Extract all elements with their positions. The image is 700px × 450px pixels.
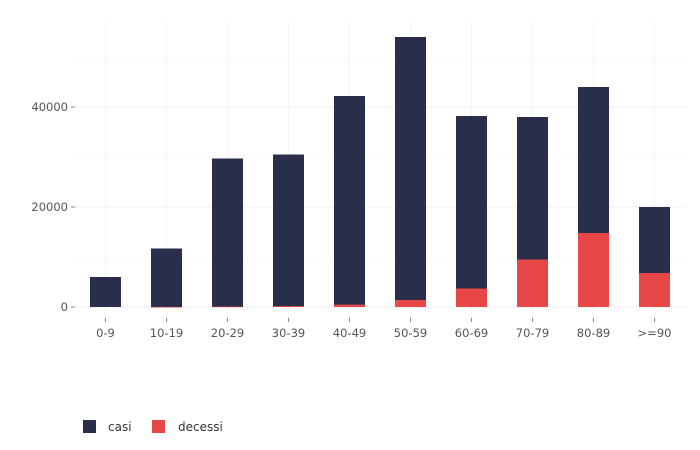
bar-decessi-60-69 [456, 288, 487, 307]
y-tick-label: 40000 [31, 100, 68, 114]
x-tick-label: 20-29 [211, 326, 244, 340]
bar-decessi-20-29 [212, 306, 243, 308]
legend-swatch-casi [83, 420, 96, 433]
x-tick-label: 10-19 [150, 326, 183, 340]
bar-decessi-10-19 [151, 306, 182, 308]
y-tick-label: 0 [61, 300, 68, 314]
y-axis: 0 20000 40000 [31, 100, 75, 314]
x-tick-label: 70-79 [516, 326, 549, 340]
legend-label-casi: casi [108, 420, 132, 434]
legend-swatch-decessi [152, 420, 165, 433]
x-axis: 0-9 10-19 20-29 30-39 40-49 50-59 60-69 70-79 80… [96, 318, 671, 340]
bar-casi-60-69 [456, 116, 487, 307]
bar-decessi-30-39 [273, 306, 304, 307]
bar-decessi-80-89 [578, 233, 609, 307]
x-tick-label: 50-59 [394, 326, 427, 340]
bar-casi-30-39 [273, 154, 304, 307]
y-tick-label: 20000 [31, 200, 68, 214]
bars [90, 37, 670, 308]
bar-casi-50-59 [395, 37, 426, 307]
bar-casi-20-29 [212, 158, 243, 307]
legend-label-decessi: decessi [178, 420, 223, 434]
bar-decessi-70-79 [517, 259, 548, 307]
x-tick-label: 30-39 [272, 326, 305, 340]
bar-casi-10-19 [151, 248, 182, 307]
bar-decessi->=90 [639, 273, 670, 307]
x-tick-label: 40-49 [333, 326, 366, 340]
x-tick-label: >=90 [638, 326, 672, 340]
bar-casi-40-49 [334, 96, 365, 307]
x-tick-label: 80-89 [577, 326, 610, 340]
bar-decessi-40-49 [334, 304, 365, 307]
legend: casi decessi [83, 420, 223, 434]
x-tick-label: 0-9 [96, 326, 115, 340]
bar-casi-0-9 [90, 277, 121, 307]
bar-decessi-50-59 [395, 300, 426, 307]
x-tick-label: 60-69 [455, 326, 488, 340]
